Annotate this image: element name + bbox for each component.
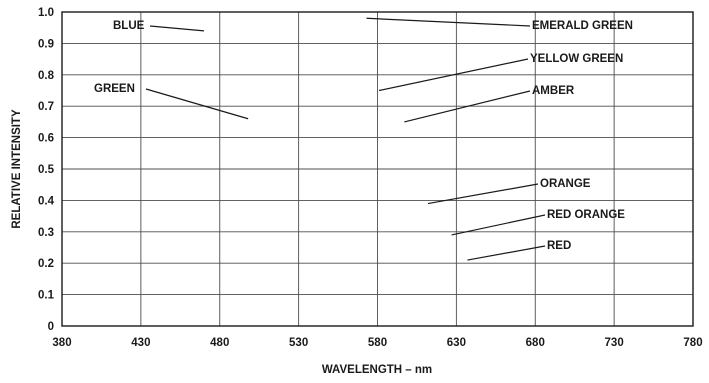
leader-line	[467, 245, 546, 261]
series-label: RED ORANGE	[547, 209, 625, 221]
series-label: BLUE	[113, 20, 145, 32]
x-tick-label: 530	[289, 337, 308, 349]
leader-line	[404, 90, 531, 123]
series-label: AMBER	[532, 85, 575, 97]
leader-line	[451, 214, 546, 236]
x-tick-label: 630	[447, 337, 466, 349]
y-tick-label: 0.2	[38, 258, 54, 270]
x-tick-label: 680	[526, 337, 545, 349]
y-tick-label: 0.8	[38, 70, 55, 82]
y-tick-label: 0.3	[38, 227, 54, 239]
y-tick-label: 0.6	[38, 133, 54, 145]
y-axis-label: RELATIVE INTENSITY	[11, 109, 23, 229]
series-label: RED	[547, 240, 571, 252]
y-tick-label: 0.1	[38, 290, 55, 302]
x-tick-label: 730	[605, 337, 624, 349]
series-label: YELLOW GREEN	[530, 53, 623, 65]
x-tick-label: 780	[683, 337, 702, 349]
y-tick-label: 0.7	[38, 101, 54, 113]
leader-line	[149, 25, 205, 32]
y-tick-label: 0	[48, 321, 54, 333]
leader-line	[427, 183, 539, 205]
y-tick-label: 0.9	[38, 38, 54, 50]
x-tick-label: 580	[368, 337, 387, 349]
tick-labels: 380 430 480 530 580 630 680 730 780 0 0.1 0.2 0.3 0.4…	[38, 7, 703, 349]
leader-line	[145, 88, 249, 120]
x-tick-label: 480	[210, 337, 229, 349]
y-tick-label: 0.4	[38, 195, 55, 207]
x-tick-label: 380	[52, 337, 71, 349]
gridlines	[61, 11, 694, 327]
series-labels: BLUE GREEN YELLOW GREEN EMERALD GREEN AMBER O…	[94, 17, 633, 261]
leader-line	[366, 17, 531, 27]
plot-frame	[61, 11, 694, 327]
series-label: EMERALD GREEN	[532, 20, 633, 32]
x-axis-label: WAVELENGTH – nm	[322, 364, 432, 376]
leader-line	[378, 58, 529, 92]
series-label: GREEN	[94, 83, 135, 95]
series-label: ORANGE	[540, 178, 591, 190]
y-tick-label: 0.5	[38, 164, 55, 176]
y-tick-label: 1.0	[38, 7, 54, 19]
x-tick-label: 430	[131, 337, 150, 349]
